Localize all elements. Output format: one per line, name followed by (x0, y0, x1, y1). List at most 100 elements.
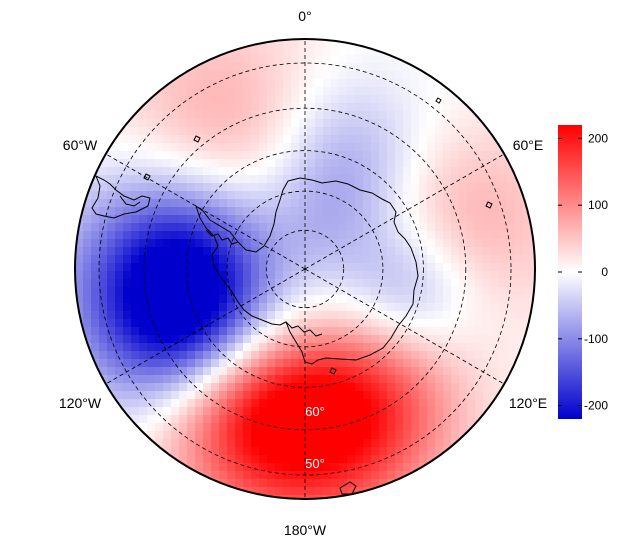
field-cell (195, 63, 204, 72)
field-cell (387, 183, 396, 192)
field-cell (227, 191, 236, 200)
field-cell (347, 463, 356, 472)
field-cell (251, 151, 260, 160)
field-cell (259, 63, 268, 72)
field-cell (339, 455, 348, 464)
field-cell (443, 159, 452, 168)
field-cell (275, 239, 284, 248)
field-cell (251, 335, 260, 344)
field-cell (251, 71, 260, 80)
field-cell (347, 63, 356, 72)
field-cell (339, 423, 348, 432)
lon-label-0: 0° (298, 8, 311, 24)
field-cell (179, 167, 188, 176)
field-cell (427, 359, 436, 368)
field-cell (219, 319, 228, 328)
field-cell (195, 183, 204, 192)
field-cell (419, 95, 428, 104)
field-cell (283, 343, 292, 352)
field-cell (435, 327, 444, 336)
field-cell (99, 263, 108, 272)
field-cell (347, 487, 356, 496)
field-cell (411, 191, 420, 200)
field-cell (107, 215, 116, 224)
field-cell (387, 295, 396, 304)
field-cell (147, 319, 156, 328)
field-cell (131, 415, 140, 424)
field-cell (355, 255, 364, 264)
field-cell (427, 271, 436, 280)
field-cell (395, 431, 404, 440)
field-cell (331, 183, 340, 192)
field-cell (355, 135, 364, 144)
field-cell (379, 303, 388, 312)
field-cell (331, 207, 340, 216)
field-cell (259, 175, 268, 184)
field-cell (83, 239, 92, 248)
field-cell (339, 207, 348, 216)
field-cell (243, 183, 252, 192)
field-cell (139, 391, 148, 400)
field-cell (339, 127, 348, 136)
field-cell (227, 383, 236, 392)
field-cell (515, 271, 524, 280)
field-cell (267, 447, 276, 456)
field-cell (275, 135, 284, 144)
field-cell (419, 231, 428, 240)
field-cell (115, 207, 124, 216)
field-cell (379, 271, 388, 280)
field-cell (459, 327, 468, 336)
field-cell (323, 311, 332, 320)
field-cell (163, 215, 172, 224)
field-cell (147, 231, 156, 240)
field-cell (267, 135, 276, 144)
field-cell (275, 279, 284, 288)
field-cell (355, 319, 364, 328)
field-cell (323, 375, 332, 384)
field-cell (267, 295, 276, 304)
field-cell (147, 415, 156, 424)
field-cell (379, 71, 388, 80)
field-cell (251, 95, 260, 104)
field-cell (403, 359, 412, 368)
field-cell (483, 335, 492, 344)
field-cell (315, 351, 324, 360)
field-cell (355, 47, 364, 56)
field-cell (219, 263, 228, 272)
field-cell (419, 399, 428, 408)
field-cell (331, 255, 340, 264)
field-cell (507, 231, 516, 240)
field-cell (363, 415, 372, 424)
field-cell (371, 383, 380, 392)
field-cell (451, 191, 460, 200)
field-cell (451, 111, 460, 120)
field-cell (315, 111, 324, 120)
field-cell (251, 247, 260, 256)
field-cell (395, 183, 404, 192)
field-cell (307, 39, 316, 48)
field-cell (419, 311, 428, 320)
field-cell (131, 183, 140, 192)
field-cell (331, 407, 340, 416)
field-cell (347, 383, 356, 392)
field-cell (259, 471, 268, 480)
field-cell (99, 287, 108, 296)
field-cell (315, 127, 324, 136)
field-cell (299, 239, 308, 248)
field-cell (115, 319, 124, 328)
field-cell (227, 215, 236, 224)
field-cell (307, 191, 316, 200)
field-cell (219, 63, 228, 72)
field-cell (155, 319, 164, 328)
field-cell (331, 71, 340, 80)
field-cell (459, 199, 468, 208)
field-cell (483, 231, 492, 240)
field-cell (275, 327, 284, 336)
field-cell (275, 399, 284, 408)
field-cell (155, 127, 164, 136)
field-cell (371, 359, 380, 368)
field-cell (379, 335, 388, 344)
field-cell (251, 367, 260, 376)
field-cell (283, 103, 292, 112)
field-cell (347, 95, 356, 104)
